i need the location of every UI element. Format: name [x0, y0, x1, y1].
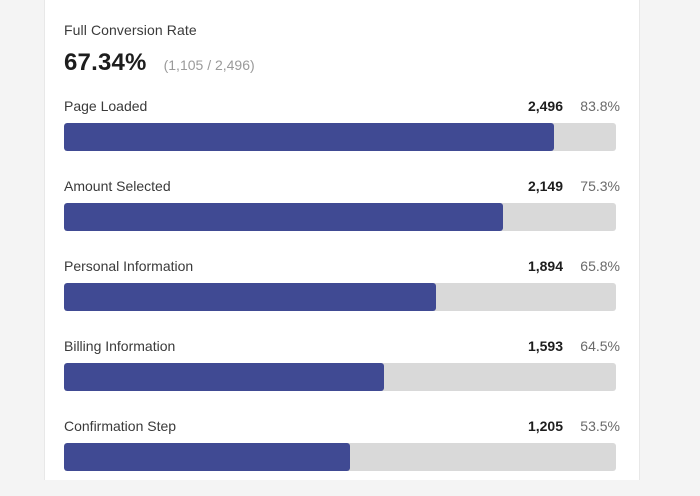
funnel-step-label: Amount Selected [64, 178, 171, 194]
conversion-rate-title: Full Conversion Rate [64, 22, 197, 38]
funnel-step-header: Amount Selected 2,149 75.3% [64, 176, 620, 196]
funnel-step-header: Confirmation Step 1,205 53.5% [64, 416, 620, 436]
funnel-step-label: Personal Information [64, 258, 194, 274]
funnel-step-percent: 83.8% [580, 98, 620, 114]
funnel-step-confirmation-step[interactable]: Confirmation Step 1,205 53.5% [64, 416, 620, 496]
conversion-rate-value: 67.34% [64, 49, 147, 76]
conversion-rate-detail: (1,105 / 2,496) [163, 57, 255, 73]
funnel-step-label: Page Loaded [64, 98, 148, 114]
conversion-funnel-card: Full Conversion Rate 67.34% (1,105 / 2,4… [44, 0, 640, 480]
funnel-step-count: 1,894 [527, 258, 563, 274]
funnel-step-label: Confirmation Step [64, 418, 177, 434]
funnel-step-bar-track [64, 443, 616, 471]
funnel-step-bar-fill [64, 363, 385, 391]
funnel-step-percent: 53.5% [580, 418, 620, 434]
funnel-step-percent: 64.5% [580, 338, 620, 354]
funnel-step-bar-fill [64, 443, 350, 471]
funnel-step-bar-track [64, 283, 616, 311]
funnel-step-bar-fill [64, 283, 437, 311]
funnel-step-count: 2,149 [527, 178, 563, 194]
funnel-step-label: Billing Information [64, 338, 176, 354]
funnel-step-page-loaded[interactable]: Page Loaded 2,496 83.8% [64, 96, 620, 176]
funnel-steps: Page Loaded 2,496 83.8% Amount Selected … [64, 96, 620, 496]
funnel-step-bar-track [64, 123, 616, 151]
funnel-step-bar-fill [64, 123, 555, 151]
funnel-step-percent: 65.8% [580, 258, 620, 274]
funnel-step-percent: 75.3% [580, 178, 620, 194]
funnel-step-count: 1,593 [527, 338, 563, 354]
funnel-step-bar-track [64, 363, 616, 391]
funnel-step-personal-information[interactable]: Personal Information 1,894 65.8% [64, 256, 620, 336]
conversion-rate-row: 67.34% (1,105 / 2,496) [64, 49, 255, 77]
funnel-step-count: 1,205 [527, 418, 563, 434]
funnel-step-header: Page Loaded 2,496 83.8% [64, 96, 620, 116]
funnel-step-bar-track [64, 203, 616, 231]
funnel-step-amount-selected[interactable]: Amount Selected 2,149 75.3% [64, 176, 620, 256]
funnel-step-header: Billing Information 1,593 64.5% [64, 336, 620, 356]
funnel-step-header: Personal Information 1,894 65.8% [64, 256, 620, 276]
funnel-step-billing-information[interactable]: Billing Information 1,593 64.5% [64, 336, 620, 416]
funnel-step-bar-fill [64, 203, 503, 231]
funnel-step-count: 2,496 [527, 98, 563, 114]
